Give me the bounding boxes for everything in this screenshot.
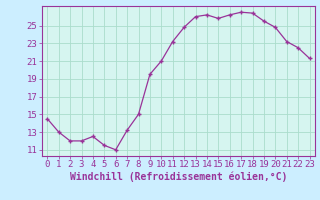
X-axis label: Windchill (Refroidissement éolien,°C): Windchill (Refroidissement éolien,°C) [70, 172, 287, 182]
